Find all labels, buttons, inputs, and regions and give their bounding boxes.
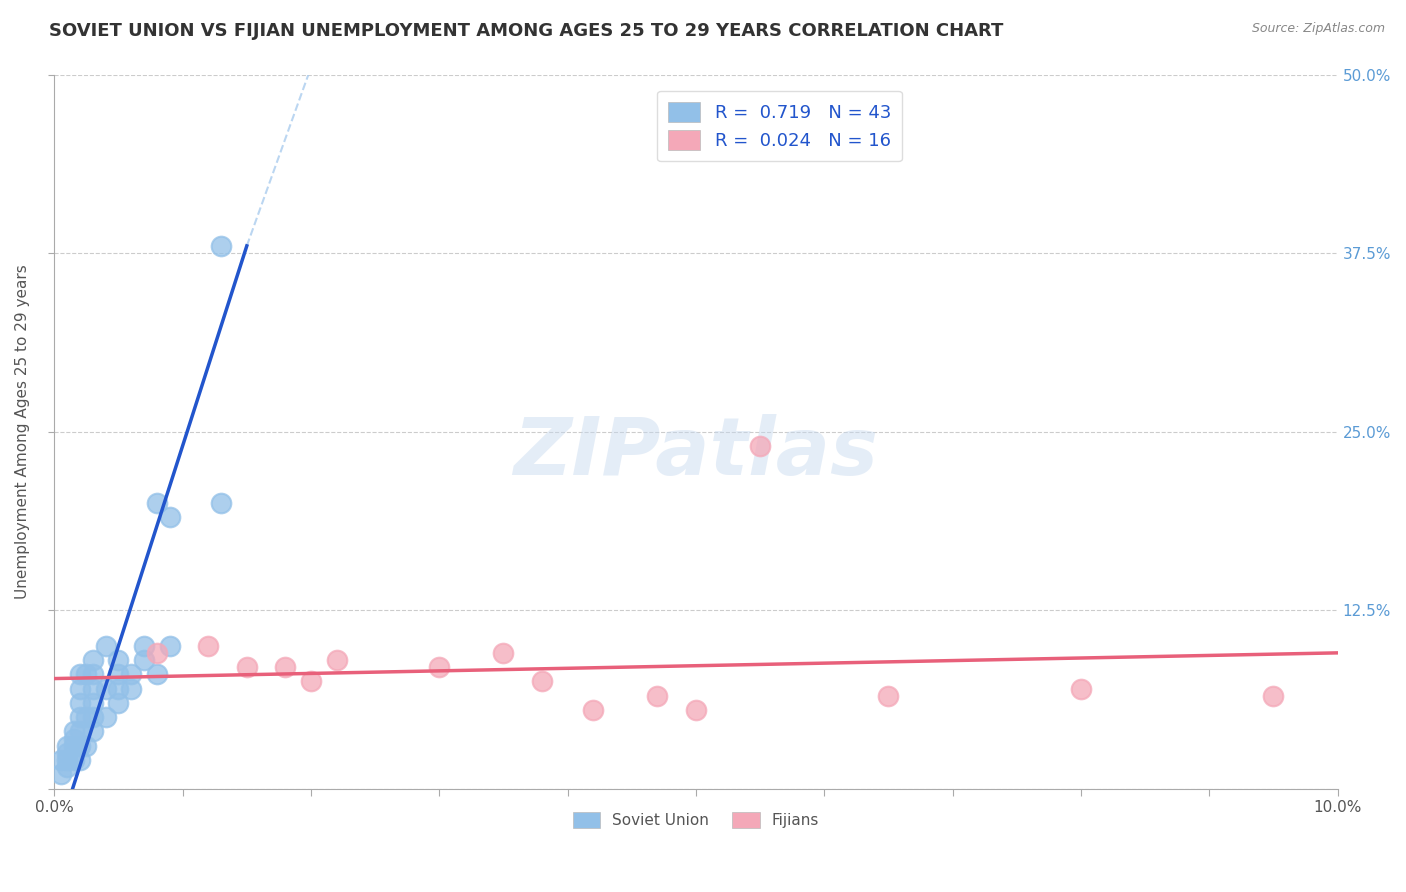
Point	[69, 753, 91, 767]
Point	[530, 674, 553, 689]
Point	[82, 653, 104, 667]
Point	[134, 639, 156, 653]
Point	[877, 689, 900, 703]
Point	[69, 710, 91, 724]
Point	[134, 653, 156, 667]
Point	[62, 731, 84, 746]
Point	[274, 660, 297, 674]
Text: Source: ZipAtlas.com: Source: ZipAtlas.com	[1251, 22, 1385, 36]
Point	[49, 767, 72, 781]
Point	[427, 660, 450, 674]
Point	[749, 439, 772, 453]
Point	[209, 496, 232, 510]
Point	[647, 689, 669, 703]
Point	[236, 660, 259, 674]
Point	[62, 739, 84, 753]
Point	[159, 639, 181, 653]
Point	[69, 667, 91, 681]
Point	[685, 703, 707, 717]
Point	[146, 646, 169, 660]
Point	[1263, 689, 1285, 703]
Point	[56, 746, 79, 760]
Point	[69, 696, 91, 710]
Point	[94, 710, 117, 724]
Point	[49, 753, 72, 767]
Text: ZIPatlas: ZIPatlas	[513, 414, 879, 492]
Y-axis label: Unemployment Among Ages 25 to 29 years: Unemployment Among Ages 25 to 29 years	[15, 264, 30, 599]
Point	[82, 710, 104, 724]
Point	[120, 667, 142, 681]
Point	[209, 239, 232, 253]
Point	[62, 724, 84, 739]
Point	[197, 639, 219, 653]
Point	[107, 653, 129, 667]
Point	[56, 739, 79, 753]
Point	[492, 646, 515, 660]
Point	[107, 681, 129, 696]
Point	[94, 681, 117, 696]
Point	[69, 724, 91, 739]
Point	[82, 724, 104, 739]
Legend: Soviet Union, Fijians: Soviet Union, Fijians	[567, 806, 825, 834]
Point	[75, 667, 97, 681]
Point	[56, 760, 79, 774]
Point	[146, 667, 169, 681]
Point	[62, 753, 84, 767]
Point	[325, 653, 347, 667]
Point	[82, 681, 104, 696]
Point	[75, 710, 97, 724]
Point	[107, 696, 129, 710]
Point	[299, 674, 322, 689]
Point	[82, 667, 104, 681]
Point	[94, 639, 117, 653]
Text: SOVIET UNION VS FIJIAN UNEMPLOYMENT AMONG AGES 25 TO 29 YEARS CORRELATION CHART: SOVIET UNION VS FIJIAN UNEMPLOYMENT AMON…	[49, 22, 1004, 40]
Point	[582, 703, 605, 717]
Point	[1070, 681, 1092, 696]
Point	[56, 753, 79, 767]
Point	[69, 681, 91, 696]
Point	[107, 667, 129, 681]
Point	[120, 681, 142, 696]
Point	[146, 496, 169, 510]
Point	[69, 739, 91, 753]
Point	[159, 510, 181, 524]
Point	[75, 739, 97, 753]
Point	[82, 696, 104, 710]
